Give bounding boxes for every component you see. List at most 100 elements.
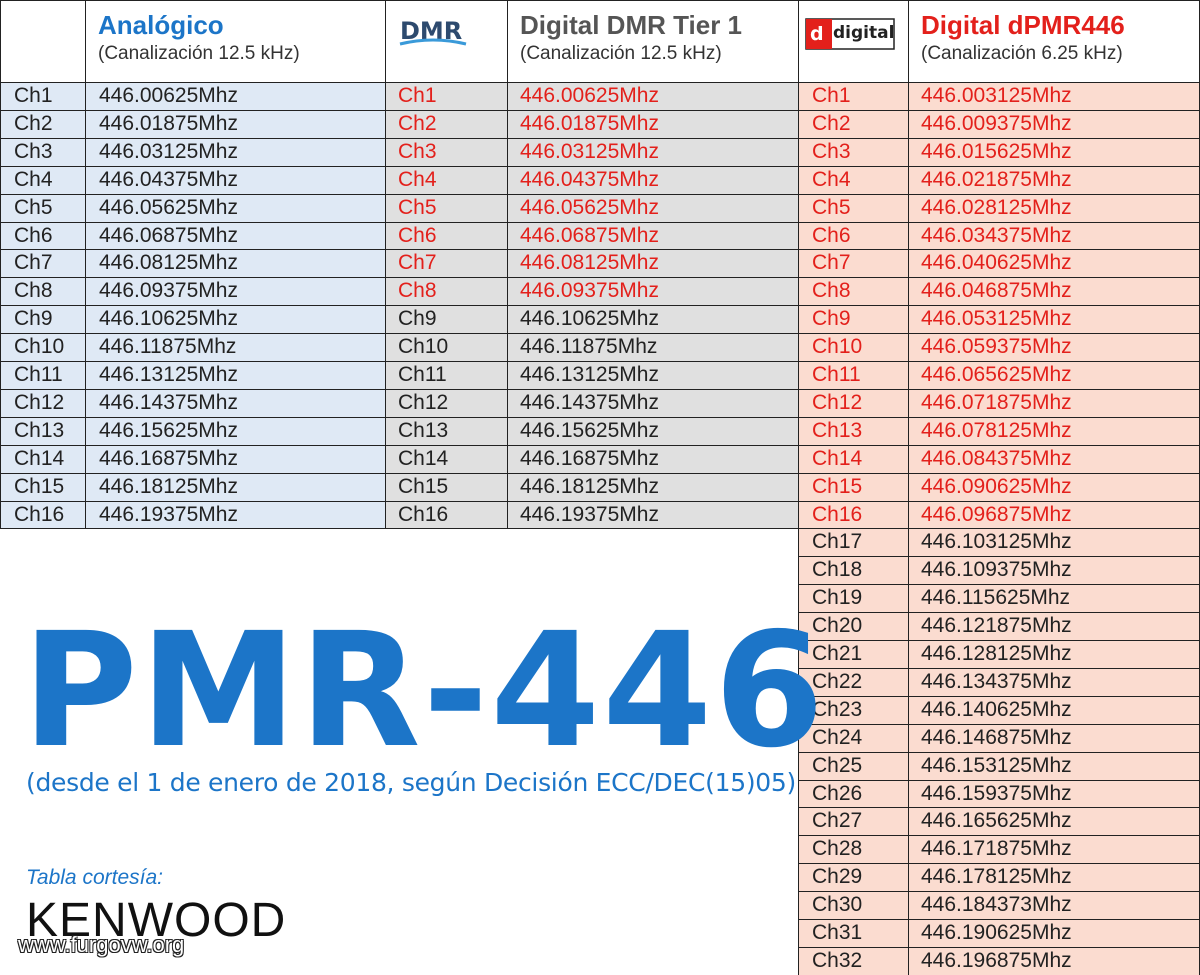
frequency-value: 446.040625Mhz — [921, 251, 1072, 275]
frequency-value: 446.04375Mhz — [520, 167, 659, 191]
frequency-value: 446.128125Mhz — [921, 642, 1072, 665]
grid-line — [798, 640, 1200, 641]
grid-line — [0, 305, 1200, 306]
frequency-value: 446.18125Mhz — [520, 474, 659, 498]
grid-line — [0, 417, 1200, 418]
frequency-value: 446.103125Mhz — [921, 530, 1072, 554]
frequency-value: 446.034375Mhz — [921, 223, 1072, 247]
channel-label: Ch31 — [812, 921, 863, 944]
frequency-value: 446.171875Mhz — [921, 837, 1072, 861]
channel-label: Ch10 — [14, 335, 65, 359]
frequency-value: 446.11875Mhz — [99, 335, 237, 359]
courtesy-label: Tabla cortesía: — [26, 866, 163, 889]
channel-label: Ch7 — [398, 251, 437, 275]
frequency-value: 446.13125Mhz — [520, 363, 659, 386]
frequency-value: 446.015625Mhz — [921, 139, 1072, 163]
channel-label: Ch8 — [14, 279, 53, 303]
dpmr-subtitle: (Canalización 6.25 kHz) — [921, 43, 1123, 64]
frequency-value: 446.03125Mhz — [520, 139, 659, 163]
frequency-value: 446.159375Mhz — [921, 781, 1072, 805]
grid-line — [0, 110, 1200, 111]
frequency-value: 446.18125Mhz — [99, 474, 238, 498]
channel-label: Ch6 — [812, 223, 851, 247]
grid-line — [507, 0, 508, 528]
frequency-value: 446.09375Mhz — [99, 279, 238, 303]
channel-label: Ch5 — [812, 195, 851, 219]
channel-label: Ch22 — [812, 669, 863, 693]
frequency-value: 446.090625Mhz — [921, 474, 1072, 498]
grid-line — [0, 82, 1200, 83]
grid-line — [798, 724, 1200, 725]
grid-line — [0, 473, 1200, 474]
channel-label: Ch14 — [14, 446, 65, 470]
channel-label: Ch23 — [812, 697, 863, 721]
dmr-title: Digital DMR Tier 1 — [520, 10, 743, 40]
frequency-value: 446.190625Mhz — [921, 921, 1072, 944]
frequency-value: 446.028125Mhz — [921, 195, 1072, 219]
channel-label: Ch16 — [14, 502, 65, 526]
frequency-value: 446.13125Mhz — [99, 363, 238, 386]
grid-line — [798, 668, 1200, 669]
frequency-value: 446.096875Mhz — [921, 502, 1072, 526]
page-title: PMR-446 — [22, 599, 827, 783]
channel-label: Ch7 — [812, 251, 851, 275]
frequency-value: 446.046875Mhz — [921, 279, 1072, 303]
channel-label: Ch10 — [812, 335, 863, 359]
channel-label: Ch16 — [398, 502, 449, 526]
grid-line — [798, 807, 1200, 808]
grid-line — [385, 0, 386, 528]
channel-label: Ch4 — [398, 167, 437, 191]
frequency-value: 446.03125Mhz — [99, 139, 238, 163]
frequency-value: 446.178125Mhz — [921, 865, 1072, 889]
channel-label: Ch6 — [398, 223, 437, 247]
frequency-value: 446.11875Mhz — [520, 335, 658, 359]
frequency-value: 446.04375Mhz — [99, 167, 238, 191]
channel-label: Ch21 — [812, 642, 863, 665]
grid-line — [0, 277, 1200, 278]
frequency-value: 446.15625Mhz — [520, 418, 659, 442]
grid-line — [85, 0, 86, 528]
frequency-value: 446.053125Mhz — [921, 307, 1072, 331]
grid-line — [0, 0, 1200, 1]
frequency-value: 446.184373Mhz — [921, 893, 1072, 917]
grid-line — [0, 0, 1, 528]
channel-label: Ch1 — [398, 84, 437, 107]
grid-line — [0, 361, 1200, 362]
grid-line — [0, 445, 1200, 446]
grid-line — [0, 501, 1200, 502]
channel-label: Ch12 — [812, 390, 863, 414]
frequency-value: 446.021875Mhz — [921, 167, 1072, 191]
frequency-value: 446.00625Mhz — [99, 84, 238, 107]
frequency-value: 446.16875Mhz — [520, 446, 659, 470]
frequency-value: 446.01875Mhz — [520, 111, 659, 135]
frequency-value: 446.065625Mhz — [921, 363, 1072, 386]
frequency-value: 446.09375Mhz — [520, 279, 659, 303]
frequency-value: 446.01875Mhz — [99, 111, 238, 135]
channel-label: Ch13 — [812, 418, 863, 442]
analog-title: Analógico — [98, 10, 224, 40]
frequency-value: 446.003125Mhz — [921, 84, 1072, 107]
channel-label: Ch12 — [14, 390, 65, 414]
frequency-value: 446.078125Mhz — [921, 418, 1072, 442]
kenwood-logo: KENWOOD — [26, 894, 287, 947]
grid-line — [0, 389, 1200, 390]
channel-label: Ch4 — [812, 167, 851, 191]
grid-line — [0, 249, 1200, 250]
channel-label: Ch32 — [812, 948, 863, 972]
channel-label: Ch9 — [812, 307, 851, 331]
frequency-value: 446.196875Mhz — [921, 948, 1072, 972]
grid-line — [798, 919, 1200, 920]
channel-label: Ch17 — [812, 530, 863, 554]
channel-label: Ch9 — [398, 307, 437, 331]
channel-label: Ch16 — [812, 502, 863, 526]
channel-label: Ch6 — [14, 223, 53, 247]
grid-line — [798, 947, 1200, 948]
grid-line — [798, 0, 799, 975]
watermark-text: www.furgovw.org — [18, 932, 185, 957]
grid-line — [0, 138, 1200, 139]
grid-line — [798, 556, 1200, 557]
channel-label: Ch29 — [812, 865, 863, 889]
channel-label: Ch11 — [812, 363, 861, 386]
frequency-value: 446.115625Mhz — [921, 586, 1071, 610]
channel-label: Ch18 — [812, 558, 863, 582]
